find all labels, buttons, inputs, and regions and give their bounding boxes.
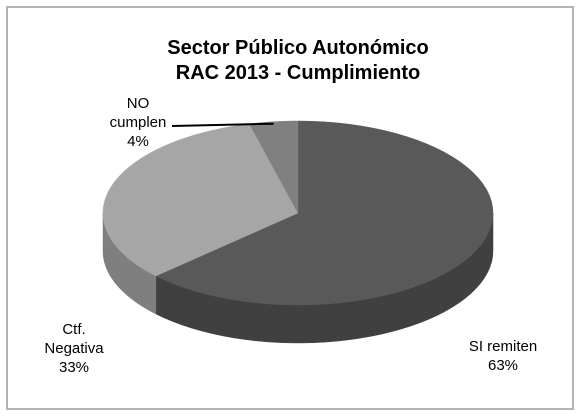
slice-percent-no-cumplen: 4%: [127, 133, 149, 150]
slice-label-si-remiten: SI remiten: [469, 338, 537, 355]
slice-label-ctf-negativa-line-2: Negativa: [44, 340, 104, 357]
pie-slice-ctf-negativa: [102, 123, 299, 277]
chart-title-line-2: RAC 2013 - Cumplimiento: [176, 62, 420, 84]
slice-label-no-cumplen-line-2: cumplen: [110, 114, 167, 131]
slice-label-no-cumplen-line-1: NO: [127, 95, 150, 112]
chart-title-line-1: Sector Público Autonómico: [167, 37, 429, 59]
pie-slice-no-cumplen: [249, 120, 299, 214]
pie-slice-si-remiten: [155, 120, 494, 306]
slice-percent-ctf-negativa: 33%: [59, 359, 89, 376]
leader-line-no-cumplen: [171, 122, 274, 127]
slice-label-ctf-negativa-line-1: Ctf.: [62, 321, 85, 338]
slices-layer: [102, 120, 494, 344]
slice-percent-si-remiten: 63%: [488, 357, 518, 374]
leader-lines: [171, 122, 274, 127]
